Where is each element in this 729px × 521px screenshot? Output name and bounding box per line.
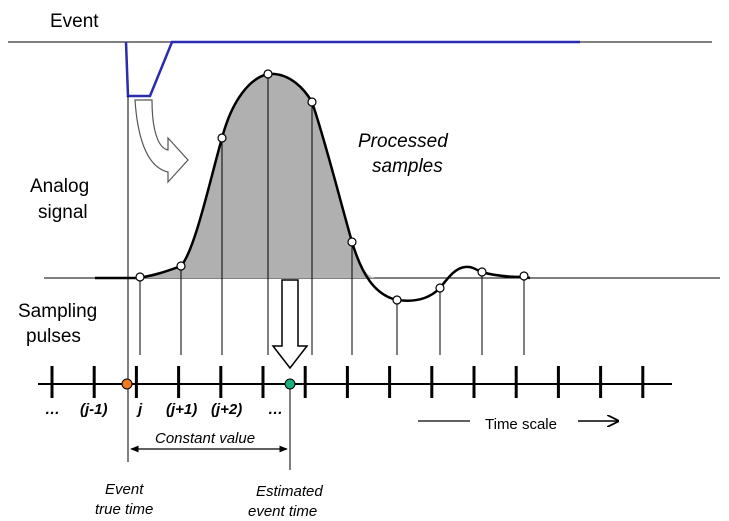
sample-point — [307, 97, 317, 107]
sampling-pulses-label: Sampling — [18, 301, 97, 322]
estimated-event-time-label: Estimated — [256, 483, 323, 500]
sample-point — [477, 267, 487, 277]
processed-samples-label-2: samples — [372, 156, 443, 177]
analog-signal-label-2: signal — [38, 202, 88, 223]
tick-label: … — [45, 401, 60, 418]
sample-points — [135, 69, 529, 305]
curved-arrow-icon — [134, 99, 189, 184]
constant-value-label: Constant value — [155, 430, 255, 447]
sample-stems — [139, 74, 525, 355]
event-label: Event — [50, 11, 99, 32]
sample-point — [519, 271, 529, 281]
sample-point — [176, 261, 186, 271]
analog-signal-curve — [95, 72, 531, 302]
analog-signal-label: Analog — [30, 176, 89, 197]
tick-label: (j-1) — [80, 401, 108, 418]
event-line-group — [8, 40, 712, 98]
sample-point — [263, 69, 273, 79]
sample-point — [217, 133, 227, 143]
event-true-time-label: Event — [105, 481, 144, 498]
event-true-time-dot — [121, 378, 133, 390]
event-pulse — [124, 40, 580, 98]
tick-label: j — [136, 401, 143, 418]
tick-label: (j+1) — [166, 401, 197, 418]
estimation-arrow-icon — [271, 279, 309, 370]
estimated-time-dot — [284, 378, 296, 390]
tick-label: … — [268, 401, 283, 418]
sampling-pulses-label-2: pulses — [26, 326, 81, 347]
time-scale-label: Time scale — [485, 416, 557, 433]
sampling-ticks — [50, 366, 645, 398]
processed-area — [135, 73, 375, 278]
sample-point — [392, 295, 402, 305]
tick-label: (j+2) — [211, 401, 242, 418]
sample-point — [347, 237, 357, 247]
estimated-event-time-label-2: event time — [248, 503, 317, 520]
sample-point — [135, 272, 145, 282]
sample-point — [435, 283, 445, 293]
processed-samples-label: Processed — [358, 131, 449, 152]
event-true-time-label-2: true time — [95, 501, 153, 518]
